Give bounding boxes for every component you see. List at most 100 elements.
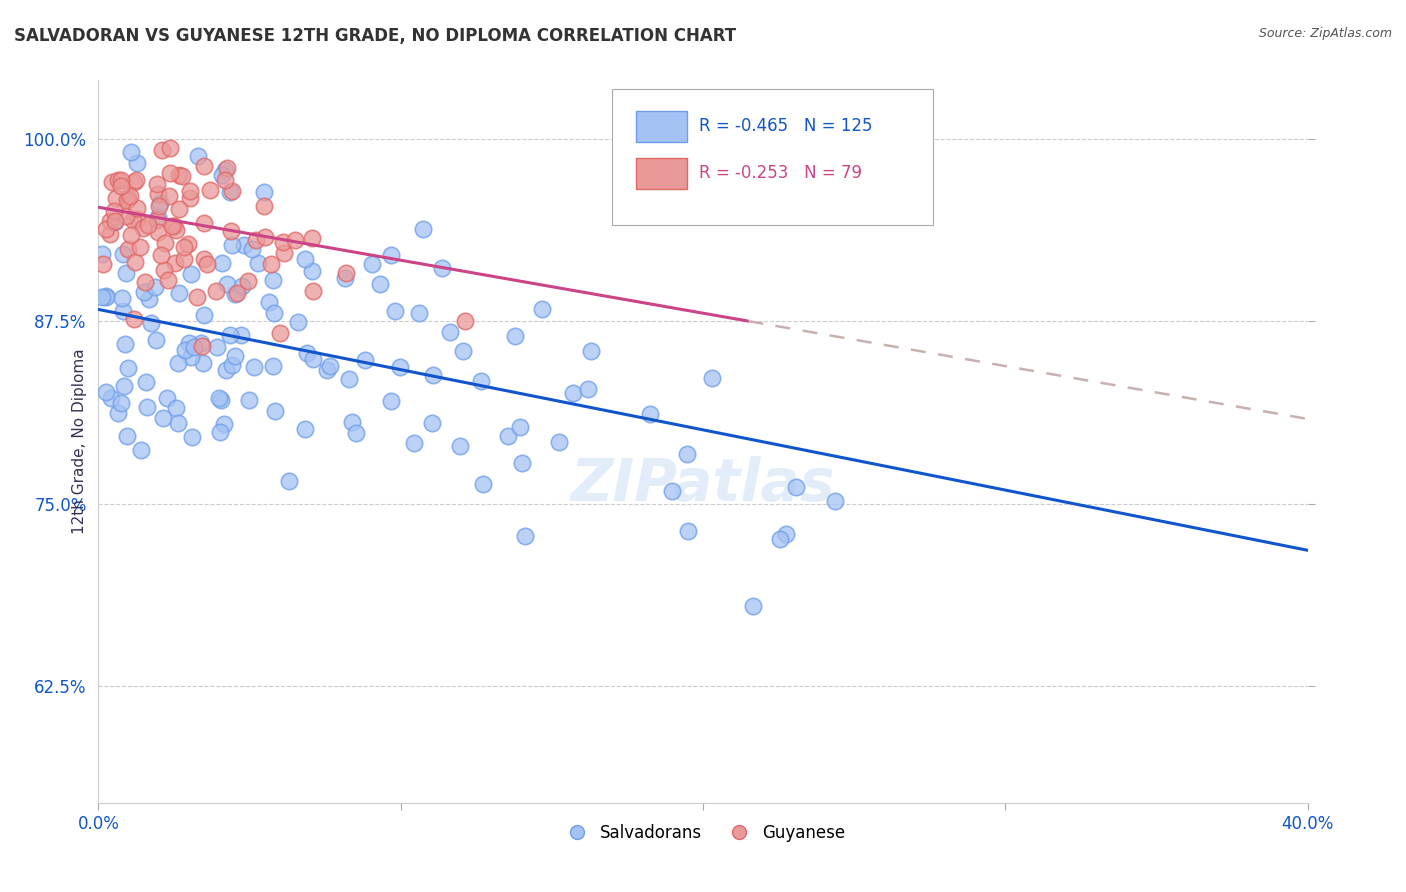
- Y-axis label: 12th Grade, No Diploma: 12th Grade, No Diploma: [72, 349, 87, 534]
- Point: [785, 480, 807, 494]
- Point: [301, 351, 323, 366]
- Point: [91, 290, 114, 304]
- Point: [104, 213, 127, 227]
- Point: [177, 336, 200, 351]
- Point: [125, 155, 148, 169]
- Point: [294, 422, 316, 436]
- FancyBboxPatch shape: [613, 89, 932, 225]
- Point: [204, 285, 226, 299]
- Point: [215, 161, 238, 176]
- Point: [215, 277, 238, 291]
- Point: [159, 141, 181, 155]
- Point: [360, 257, 382, 271]
- Point: [224, 286, 246, 301]
- Point: [262, 273, 284, 287]
- Point: [470, 374, 492, 388]
- Point: [163, 219, 186, 233]
- Point: [221, 185, 243, 199]
- Point: [159, 166, 181, 180]
- Point: [238, 274, 260, 288]
- Point: [402, 436, 425, 450]
- Point: [224, 350, 246, 364]
- Point: [260, 257, 283, 271]
- Point: [125, 202, 148, 216]
- Point: [195, 257, 218, 271]
- Point: [104, 191, 127, 205]
- Point: [530, 301, 553, 316]
- Point: [221, 358, 243, 372]
- Point: [284, 233, 307, 247]
- Point: [190, 336, 212, 351]
- Point: [110, 173, 132, 187]
- Point: [702, 370, 724, 384]
- Point: [211, 168, 233, 182]
- Point: [107, 406, 129, 420]
- Point: [316, 363, 339, 377]
- Point: [472, 477, 495, 491]
- Point: [122, 213, 145, 227]
- Point: [337, 371, 360, 385]
- Point: [94, 288, 117, 302]
- Point: [145, 333, 167, 347]
- Point: [231, 327, 253, 342]
- Point: [208, 392, 231, 406]
- Point: [156, 391, 179, 405]
- Point: [384, 303, 406, 318]
- Point: [120, 145, 142, 160]
- Point: [98, 227, 121, 241]
- Point: [138, 292, 160, 306]
- Point: [186, 289, 208, 303]
- Point: [163, 256, 186, 270]
- Point: [263, 306, 285, 320]
- Text: R = -0.465   N = 125: R = -0.465 N = 125: [699, 117, 873, 135]
- Point: [169, 202, 191, 216]
- Point: [344, 425, 367, 440]
- Point: [562, 385, 585, 400]
- Point: [453, 314, 475, 328]
- Point: [134, 275, 156, 289]
- Point: [191, 356, 214, 370]
- Point: [167, 168, 190, 182]
- Point: [132, 220, 155, 235]
- Point: [661, 483, 683, 498]
- Point: [90, 247, 112, 261]
- Point: [205, 340, 228, 354]
- Point: [232, 238, 254, 252]
- Point: [333, 270, 356, 285]
- Point: [94, 290, 117, 304]
- Legend: Salvadorans, Guyanese: Salvadorans, Guyanese: [554, 817, 852, 848]
- Point: [340, 415, 363, 429]
- Point: [157, 189, 180, 203]
- Point: [515, 529, 537, 543]
- Point: [264, 404, 287, 418]
- Point: [187, 149, 209, 163]
- Point: [200, 183, 222, 197]
- Point: [439, 325, 461, 339]
- Point: [368, 277, 391, 291]
- Point: [231, 278, 253, 293]
- Point: [498, 429, 520, 443]
- Point: [117, 361, 139, 376]
- Point: [215, 363, 238, 377]
- Text: ZIPatlas: ZIPatlas: [571, 457, 835, 514]
- Point: [422, 368, 444, 383]
- Point: [389, 360, 412, 375]
- Point: [173, 252, 195, 266]
- Point: [179, 191, 201, 205]
- Point: [243, 360, 266, 375]
- Point: [149, 196, 172, 211]
- Point: [117, 242, 139, 256]
- Point: [509, 420, 531, 434]
- Point: [676, 447, 699, 461]
- Point: [152, 411, 174, 425]
- Point: [412, 222, 434, 236]
- Point: [96, 221, 118, 235]
- Point: [125, 173, 148, 187]
- Point: [238, 392, 260, 407]
- Point: [380, 248, 402, 262]
- Point: [132, 285, 155, 300]
- Point: [193, 216, 215, 230]
- Point: [335, 267, 357, 281]
- Point: [117, 429, 139, 443]
- Point: [124, 312, 146, 326]
